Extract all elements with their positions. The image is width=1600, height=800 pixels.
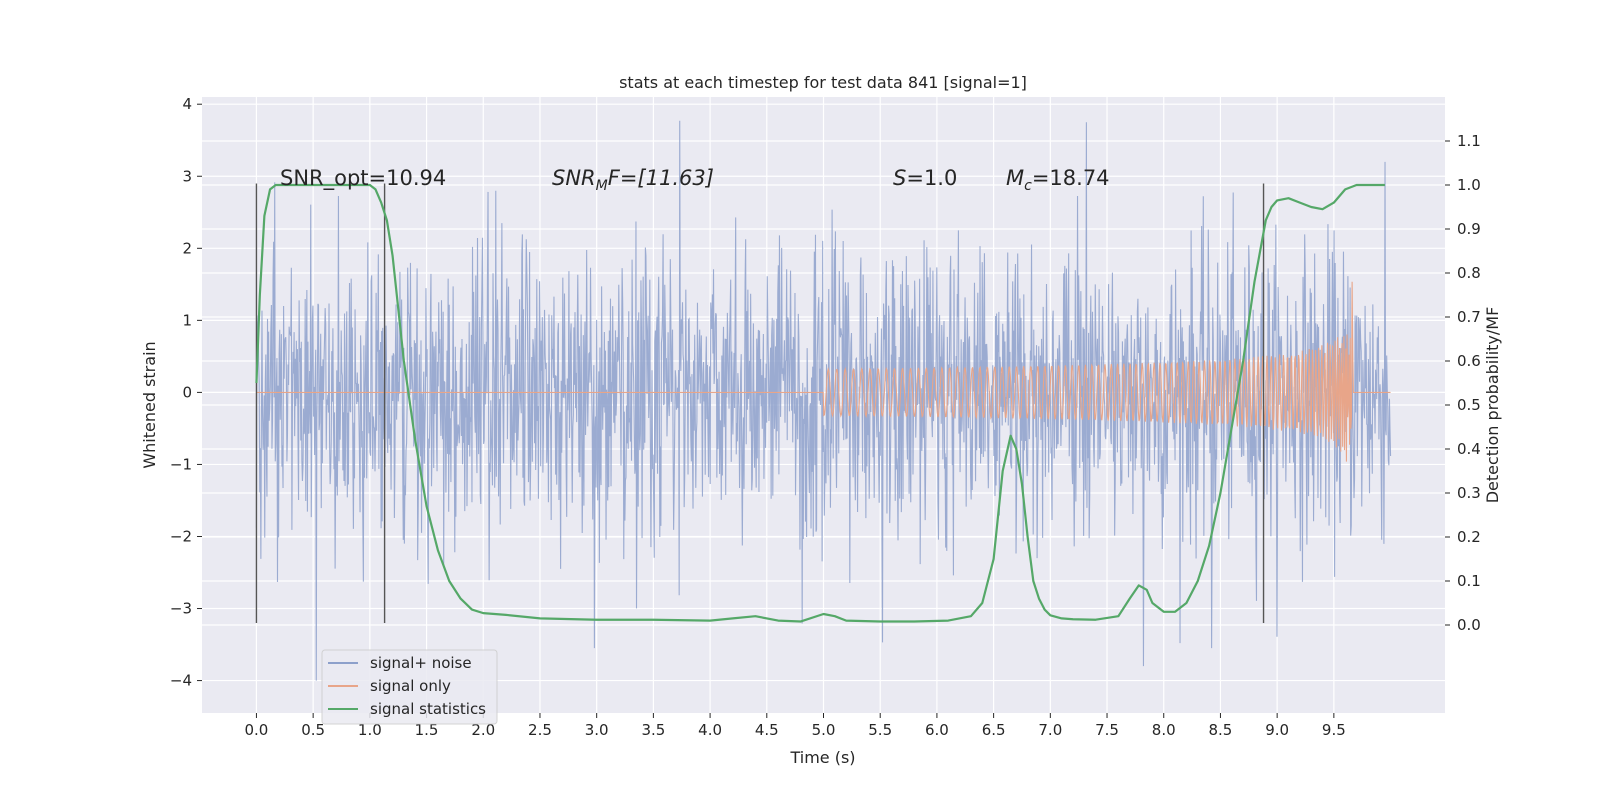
y-tick-label: −4 bbox=[170, 672, 192, 690]
y-tick-label: 3 bbox=[182, 167, 192, 185]
y-right-tick-label: 0.9 bbox=[1457, 220, 1481, 238]
x-tick-label: 6.0 bbox=[925, 721, 949, 739]
x-tick-label: 3.0 bbox=[585, 721, 609, 739]
annotation-snr-mf-sub: M bbox=[596, 178, 608, 194]
legend-label-signal-noise: signal+ noise bbox=[370, 654, 472, 672]
x-tick-label: 0.5 bbox=[301, 721, 325, 739]
signal-noise-series bbox=[255, 120, 1392, 681]
signal-statistics-line bbox=[255, 183, 1385, 623]
y-tick-label: −2 bbox=[170, 527, 192, 545]
annotation-mc-prefix: M bbox=[1006, 166, 1024, 190]
x-tick-label: 5.5 bbox=[868, 721, 892, 739]
signal-statistics-series bbox=[255, 183, 1385, 623]
y-axis-ticks: −4 −3 −2 −1 0 1 2 3 4 bbox=[170, 95, 202, 690]
y-tick-label: 1 bbox=[182, 311, 192, 329]
x-tick-label: 9.0 bbox=[1265, 721, 1289, 739]
vertical-marker-lines bbox=[255, 183, 1265, 623]
x-tick-label: 7.0 bbox=[1038, 721, 1062, 739]
annotation-s: S=1.0 bbox=[893, 166, 957, 190]
y-right-tick-label: 0.7 bbox=[1457, 308, 1481, 326]
annotation-snr-mf: SNRMF=[11.63] bbox=[552, 166, 714, 194]
y-right-tick-label: 0.5 bbox=[1457, 396, 1481, 414]
signal-only-series bbox=[256, 281, 1391, 462]
y-right-tick-label: 0.1 bbox=[1457, 572, 1481, 590]
x-tick-label: 9.5 bbox=[1322, 721, 1346, 739]
y-tick-label: −3 bbox=[170, 600, 192, 618]
signal-noise-trace bbox=[255, 120, 1392, 681]
y-right-tick-label: 0.6 bbox=[1457, 352, 1481, 370]
y-right-tick-label: 0.8 bbox=[1457, 264, 1481, 282]
y-right-tick-label: 1.0 bbox=[1457, 176, 1481, 194]
y-tick-label: −1 bbox=[170, 455, 192, 473]
x-tick-label: 3.5 bbox=[641, 721, 665, 739]
legend-label-signal-only: signal only bbox=[370, 677, 451, 695]
x-tick-label: 0.0 bbox=[245, 721, 269, 739]
x-tick-label: 4.0 bbox=[698, 721, 722, 739]
annotation-mc: Mc=18.74 bbox=[1006, 166, 1110, 194]
y-axis-label: Whitened strain bbox=[140, 341, 159, 468]
x-tick-label: 8.5 bbox=[1209, 721, 1233, 739]
y-right-tick-label: 0.4 bbox=[1457, 440, 1481, 458]
signal-only-trace bbox=[256, 281, 1391, 462]
x-tick-label: 7.5 bbox=[1095, 721, 1119, 739]
y-right-tick-label: 0.0 bbox=[1457, 616, 1481, 634]
x-axis-ticks: 0.0 0.5 1.0 1.5 2.0 2.5 3.0 3.5 4.0 4.5 5.0 5.5 6.0 6… bbox=[245, 713, 1346, 739]
x-tick-label: 2.5 bbox=[528, 721, 552, 739]
annotation-mc-suffix: =18.74 bbox=[1032, 166, 1110, 190]
annotation-snr-mf-prefix: SNR bbox=[552, 166, 596, 190]
x-tick-label: 1.5 bbox=[415, 721, 439, 739]
y-right-tick-label: 0.2 bbox=[1457, 528, 1481, 546]
legend-box bbox=[321, 649, 498, 725]
y-right-axis-ticks: 0.0 0.1 0.2 0.3 0.4 0.5 0.6 0.7 0.8 0.9 1.0 1.1 bbox=[1445, 132, 1481, 634]
annotation-snr-opt: SNR_opt=10.94 bbox=[280, 166, 446, 191]
y-tick-label: 2 bbox=[182, 239, 192, 257]
y-right-tick-label: 0.3 bbox=[1457, 484, 1481, 502]
x-tick-label: 6.5 bbox=[982, 721, 1006, 739]
x-tick-label: 1.0 bbox=[358, 721, 382, 739]
chart-title: stats at each timestep for test data 841… bbox=[619, 73, 1027, 92]
y-right-axis-label: Detection probability/MF bbox=[1483, 307, 1502, 504]
y-tick-label: 0 bbox=[182, 383, 192, 401]
annotation-s-suffix: =1.0 bbox=[906, 166, 957, 190]
annotation-mc-sub: c bbox=[1024, 178, 1032, 194]
x-tick-label: 8.0 bbox=[1152, 721, 1176, 739]
annotation-s-prefix: S bbox=[893, 166, 906, 190]
y-right-tick-label: 1.1 bbox=[1457, 132, 1481, 150]
x-tick-label: 2.0 bbox=[471, 721, 495, 739]
x-tick-label: 5.0 bbox=[812, 721, 836, 739]
annotation-snr-mf-suffix: F=[11.63] bbox=[608, 166, 714, 190]
legend-label-signal-statistics: signal statistics bbox=[370, 700, 486, 718]
legend: signal+ noise signal only signal statist… bbox=[321, 649, 498, 725]
x-axis-label: Time (s) bbox=[789, 748, 855, 767]
x-tick-label: 4.5 bbox=[755, 721, 779, 739]
y-tick-label: 4 bbox=[182, 95, 192, 113]
